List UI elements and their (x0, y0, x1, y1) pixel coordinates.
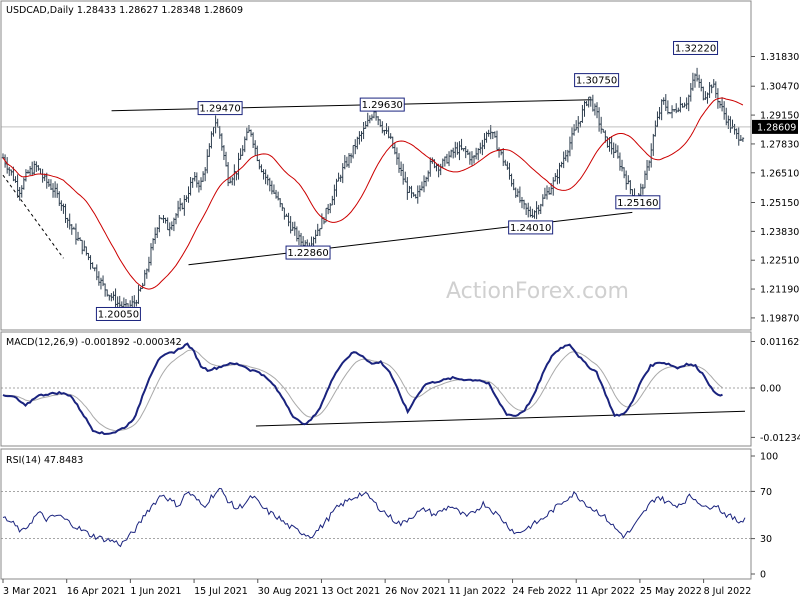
macd-trendline (255, 410, 746, 427)
x-tick-label: 1 Jun 2021 (130, 586, 181, 597)
price-annotation: 1.30750 (574, 73, 620, 88)
price-annotation-label: 1.29630 (362, 100, 403, 111)
price-trendline (111, 99, 592, 112)
price-panel: USDCAD,Daily 1.28433 1.28627 1.28348 1.2… (0, 0, 799, 331)
price-annotation-label: 1.22860 (287, 248, 328, 259)
x-tick-label: 16 Apr 2021 (67, 586, 126, 597)
price-y-tick-label: 1.21190 (760, 285, 799, 296)
x-tick-label: 11 Jan 2022 (449, 586, 506, 597)
price-annotation-box (574, 73, 620, 88)
price-annotation-box (508, 220, 554, 235)
rsi-panel: RSI(14) 47.8483 100 70 30 0 (0, 448, 778, 581)
price-y-tick-label: 1.27830 (760, 139, 799, 150)
price-annotation: 1.32220 (673, 40, 719, 55)
x-tick-label: 3 Mar 2021 (3, 586, 57, 597)
price-annotation-label: 1.30750 (576, 76, 617, 87)
price-y-tick-label: 1.26510 (760, 168, 799, 179)
rsi-y-ticks: 100 70 30 0 (751, 452, 778, 581)
price-annotation: 1.24010 (508, 220, 554, 235)
price-annotation-label: 1.20050 (98, 309, 139, 320)
rsi-y-tick-label: 100 (760, 452, 778, 463)
x-tick-label: 24 Feb 2022 (513, 586, 572, 597)
x-tick-label: 8 Jul 2022 (704, 586, 752, 597)
rsi-panel-frame (0, 448, 752, 580)
price-trendline (188, 211, 633, 266)
macd-line (2, 342, 723, 436)
price-y-tick-label: 1.30470 (760, 82, 799, 93)
price-annotation-label: 1.24010 (510, 223, 551, 234)
macd-y-tick-label: -0.012348 (760, 433, 800, 444)
rsi-y-tick-label: 0 (760, 570, 766, 581)
price-annotation-label: 1.32220 (675, 43, 716, 54)
x-tick-label: 30 Aug 2021 (258, 586, 319, 597)
current-price-marker: 1.28609 (1, 119, 798, 134)
watermark: ActionForex.com (446, 279, 629, 304)
price-y-tick-label: 1.19870 (760, 313, 799, 324)
price-panel-frame (0, 0, 752, 331)
macd-signal-line (2, 349, 723, 432)
macd-y-ticks: 0.011629 0.00 -0.012348 (751, 337, 800, 444)
price-candles (1, 67, 745, 316)
rsi-line (2, 487, 746, 548)
rsi-y-tick-label: 70 (760, 487, 772, 498)
macd-panel: MACD(12,26,9) -0.001892 -0.000342 0.0116… (0, 331, 800, 447)
x-tick-label: 15 Jul 2021 (194, 586, 248, 597)
price-annotation-box (285, 245, 331, 260)
rsi-levels (1, 490, 751, 539)
price-annotation-box (359, 97, 405, 112)
moving-average (2, 97, 744, 290)
moving-average-line (2, 97, 744, 290)
ohlc-bar (741, 137, 745, 142)
rsi-path (2, 487, 746, 548)
price-y-tick-label: 1.23830 (760, 227, 799, 238)
macd-path (2, 342, 723, 436)
x-tick-label: 13 Oct 2021 (321, 586, 380, 597)
price-annotation: 1.22860 (285, 245, 331, 260)
x-axis: 3 Mar 2021 16 Apr 2021 1 Jun 2021 15 Jul 20… (2, 579, 752, 597)
price-y-tick-label: 1.25150 (760, 198, 799, 209)
price-trendlines (2, 99, 633, 266)
price-annotation: 1.25160 (615, 195, 661, 210)
price-annotation-label: 1.29470 (199, 104, 240, 115)
macd-y-tick-label: 0.00 (760, 384, 781, 395)
price-header: USDCAD,Daily 1.28433 1.28627 1.28348 1.2… (6, 5, 243, 16)
price-trendline (2, 174, 64, 259)
price-y-tick-label: 1.31830 (760, 52, 799, 63)
macd-trendline-segment (255, 410, 746, 427)
macd-header: MACD(12,26,9) -0.001892 -0.000342 (6, 337, 182, 348)
x-tick-label: 25 May 2022 (640, 586, 702, 597)
x-tick-label: 11 Apr 2022 (576, 586, 635, 597)
x-tick-label: 26 Nov 2021 (385, 586, 446, 597)
price-annotation-box (615, 195, 661, 210)
current-price-label: 1.28609 (757, 122, 796, 133)
price-annotation: 1.20050 (95, 306, 141, 321)
price-annotation-box (673, 40, 719, 55)
macd-signal-path (2, 349, 723, 432)
rsi-y-tick-label: 30 (760, 534, 772, 545)
price-annotation-box (95, 306, 141, 321)
current-price-box (752, 119, 798, 134)
price-annotation-label: 1.25160 (617, 198, 658, 209)
price-annotation: 1.29630 (359, 97, 405, 112)
rsi-header: RSI(14) 47.8483 (6, 455, 83, 466)
macd-y-tick-label: 0.011629 (760, 337, 800, 348)
price-y-tick-label: 1.29150 (760, 111, 799, 122)
price-annotation: 1.29470 (197, 101, 243, 116)
price-annotation-box (197, 101, 243, 116)
price-y-tick-label: 1.22510 (760, 256, 799, 267)
price-annotations: 1.20050 1.29470 1.22860 1.29630 1.24010 1.307… (95, 40, 719, 321)
price-y-ticks: 1.31830 1.30470 1.29150 1.27830 1.26510 1.251… (751, 52, 799, 324)
